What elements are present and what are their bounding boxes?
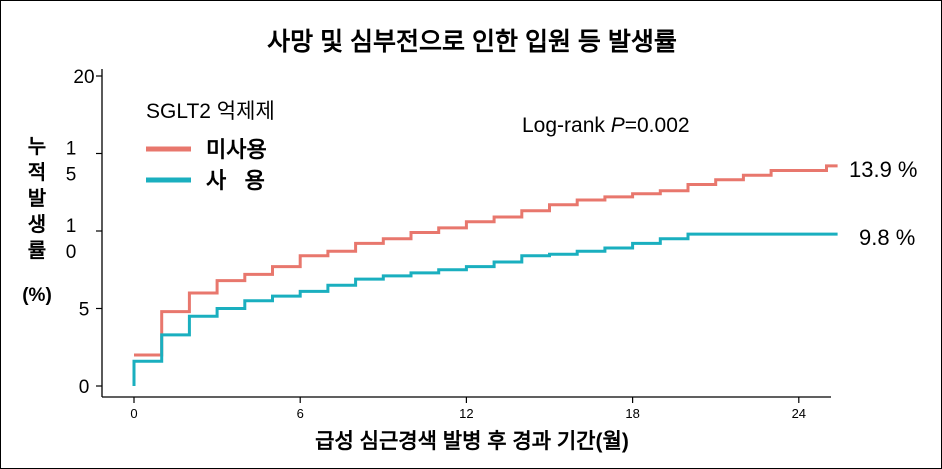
y-tick-label: 0 — [79, 377, 90, 398]
legend-label: 미사용 — [206, 137, 267, 162]
y-axis-label-char: 적 — [28, 161, 46, 184]
legend-title: SGLT2 억제제 — [146, 100, 275, 123]
logrank-prefix: Log-rank — [522, 114, 611, 137]
logrank-annotation: Log-rank P=0.002 — [522, 114, 690, 137]
x-tick-label: 6 — [297, 406, 304, 421]
x-tick-label: 0 — [130, 406, 137, 421]
x-tick-label: 12 — [459, 406, 473, 421]
y-axis-label-char: 누 — [28, 136, 46, 158]
x-tick-label: 18 — [625, 406, 639, 421]
y-axis-unit: (%) — [22, 285, 52, 306]
legend-label: 사 용 — [206, 168, 265, 193]
y-tick-label: 5 — [79, 300, 90, 321]
y-axis-label-char: 률 — [28, 239, 46, 262]
end-label: 9.8 % — [859, 225, 915, 250]
series-lines — [132, 164, 838, 386]
y-ticks: 0 5 1 0 1 5 20 — [66, 67, 102, 398]
x-tick-label: 24 — [792, 406, 806, 421]
end-label: 13.9 % — [849, 157, 918, 182]
series-line-use — [132, 232, 838, 386]
logrank-value: =0.002 — [625, 114, 690, 137]
y-tick-label: 20 — [73, 67, 94, 88]
x-axis-label: 급성 심근경색 발병 후 경과 기간(월) — [315, 429, 629, 453]
end-labels: 13.9 % 9.8 % — [849, 157, 918, 250]
logrank-p: P — [611, 114, 625, 137]
x-ticks: 0 6 12 18 24 — [130, 397, 806, 421]
series-line-nonuse — [134, 164, 838, 357]
y-axis-label-char: 생 — [28, 213, 46, 236]
chart-title: 사망 및 심부전으로 인한 입원 등 발생률 — [267, 28, 677, 56]
y-axis-label-char: 발 — [28, 187, 47, 210]
